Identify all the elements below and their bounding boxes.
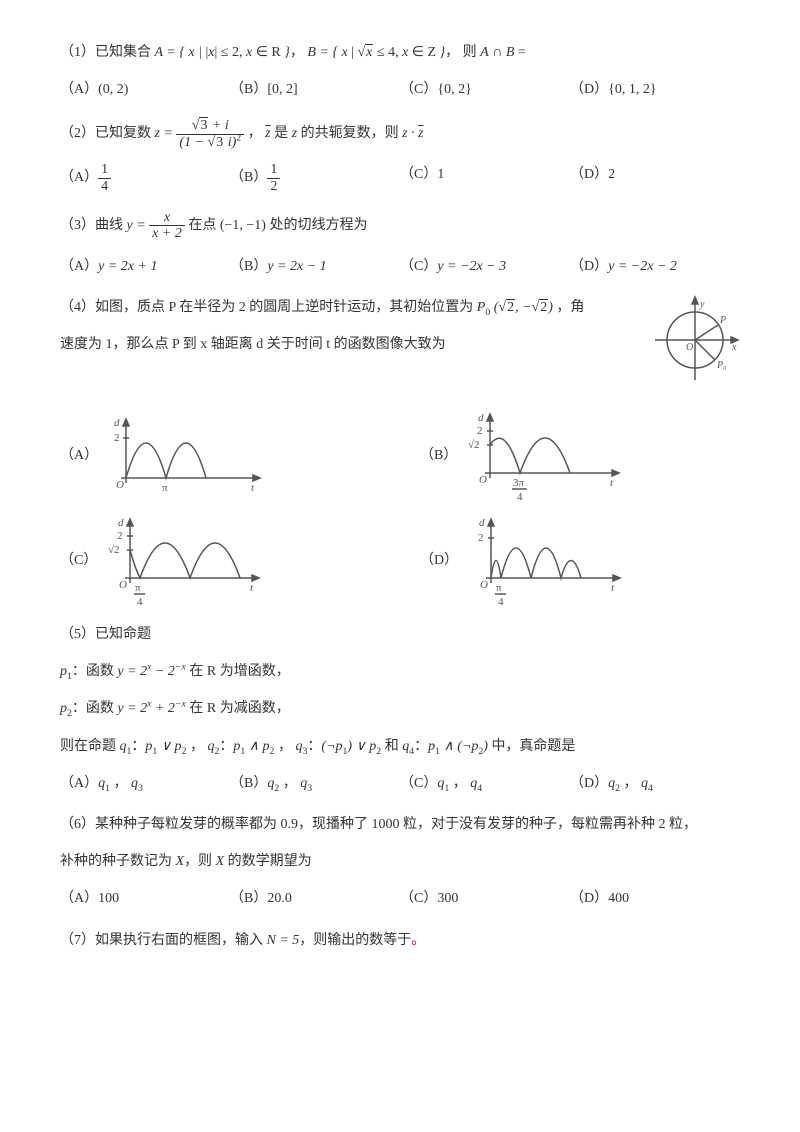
question-6-line1: （6）某种种子每粒发芽的概率都为 0.9，现播种了 1000 粒，对于没有发芽的… (60, 812, 740, 837)
svg-text:P₀: P₀ (716, 360, 727, 371)
svg-text:d: d (479, 517, 485, 529)
q4-graph-C: （C） √2 2 d O π 4 t (60, 513, 380, 608)
q2-option-A: （A）14 (60, 162, 230, 194)
question-3: （3）曲线 y = xx + 2 在点 (−1, −1) 处的切线方程为 (60, 210, 740, 242)
q5-option-C: （C）q1 ， q4 (400, 771, 570, 796)
q3-options: （A）y = 2x + 1 （B）y = 2x − 1 （C）y = −2x −… (60, 254, 740, 279)
svg-text:4: 4 (137, 596, 143, 608)
q3-suffix: 在点 (−1, −1) 处的切线方程为 (188, 218, 367, 233)
q2-option-B: （B）12 (230, 162, 400, 194)
q4-graph-D: （D） 2 d O π 4 t (420, 513, 740, 608)
svg-text:t: t (250, 582, 254, 594)
question-1: （1）已知集合 A = { x | |x| ≤ 2, x ∈ R }， B = … (60, 40, 740, 65)
graph-A-icon: 2 d O π t (106, 413, 266, 498)
question-7: （7）如果执行右面的框图，输入 N = 5，则输出的数等于。 (60, 928, 740, 953)
q4-graph-A: （A） 2 d O π t (60, 408, 380, 503)
q1-option-B: （B）[0, 2] (230, 77, 400, 102)
svg-text:t: t (251, 482, 255, 494)
q5-option-A: （A）q1 ， q3 (60, 771, 230, 796)
q3-y-def: y = xx + 2 (127, 218, 189, 233)
svg-text:O: O (119, 579, 127, 591)
svg-text:π: π (162, 482, 168, 494)
q1-option-C: （C）{0, 2} (400, 77, 570, 102)
q3-text: （3）曲线 (60, 218, 127, 233)
svg-text:d: d (118, 517, 124, 529)
q5-option-D: （D）q2 ， q4 (570, 771, 740, 796)
q6-option-A: （A）100 (60, 886, 230, 911)
svg-text:π: π (135, 582, 141, 594)
q6-option-B: （B）20.0 (230, 886, 400, 911)
q2-z-def: z = √3 + i (1 − √3 i)2 (155, 126, 248, 141)
svg-text:π: π (496, 582, 502, 594)
svg-text:O: O (116, 479, 124, 491)
q6-option-C: （C）300 (400, 886, 570, 911)
svg-text:4: 4 (517, 491, 523, 503)
question-2: （2）已知复数 z = √3 + i (1 − √3 i)2 ， z 是 z 的… (60, 118, 740, 150)
q1-text: （1）已知集合 (60, 45, 155, 60)
q4-B-label: （B） (420, 443, 457, 468)
q2-option-D: （D）2 (570, 162, 740, 194)
q1-option-D: （D）{0, 1, 2} (570, 77, 740, 102)
q4-C-label: （C） (60, 548, 97, 573)
svg-text:O: O (480, 579, 488, 591)
q5-options: （A）q1 ， q3 （B）q2 ， q3 （C）q1 ， q4 （D）q2 ，… (60, 771, 740, 796)
circle-icon: y x P P₀ O (650, 295, 740, 385)
q4-line2: 速度为 1，那么点 P 到 x 轴距离 d 关于时间 t 的函数图像大致为 (60, 332, 740, 357)
q5-p2: p2：函数 y = 2x + 2−x 在 R 为减函数， (60, 696, 740, 721)
q1-options: （A）(0, 2) （B）[0, 2] （C）{0, 2} （D）{0, 1, … (60, 77, 740, 102)
q4-graphs: （A） 2 d O π t （B） √2 2 (60, 408, 740, 608)
svg-text:d: d (478, 412, 484, 424)
q2-options: （A）14 （B）12 （C）1 （D）2 (60, 162, 740, 194)
svg-text:2: 2 (477, 425, 483, 437)
svg-text:√2: √2 (468, 439, 480, 451)
q4-graph-B: （B） √2 2 d O 3π 4 t (420, 408, 740, 503)
svg-text:x: x (731, 342, 737, 353)
svg-text:√2: √2 (108, 544, 120, 556)
q3-option-B: （B）y = 2x − 1 (230, 254, 400, 279)
svg-text:2: 2 (117, 530, 123, 542)
q4-circle-diagram: y x P P₀ O (650, 295, 740, 394)
q1-option-A: （A）(0, 2) (60, 77, 230, 102)
svg-text:3π: 3π (513, 477, 525, 489)
q4-D-label: （D） (420, 548, 458, 573)
svg-text:t: t (611, 582, 615, 594)
graph-B-icon: √2 2 d O 3π 4 t (465, 408, 625, 503)
question-6-line2: 补种的种子数记为 X，则 X 的数学期望为 (60, 849, 740, 874)
question-4: y x P P₀ O （4）如图，质点 P 在半径为 2 的圆周上逆时针运动，其… (60, 295, 740, 608)
svg-text:2: 2 (478, 532, 484, 544)
q6-options: （A）100 （B）20.0 （C）300 （D）400 (60, 886, 740, 911)
svg-text:t: t (610, 477, 614, 489)
q6-option-D: （D）400 (570, 886, 740, 911)
q3-option-C: （C）y = −2x − 3 (400, 254, 570, 279)
q3-option-D: （D）y = −2x − 2 (570, 254, 740, 279)
svg-text:d: d (114, 417, 120, 429)
svg-text:4: 4 (498, 596, 504, 608)
q5-option-B: （B）q2 ， q3 (230, 771, 400, 796)
svg-text:P: P (719, 315, 726, 326)
graph-D-icon: 2 d O π 4 t (466, 513, 626, 608)
svg-text:y: y (699, 299, 705, 310)
question-5: （5）已知命题 (60, 622, 740, 647)
svg-text:2: 2 (114, 432, 120, 444)
q4-A-label: （A） (60, 443, 98, 468)
q1-setA: A = { x | |x| ≤ 2, x ∈ R } (155, 45, 290, 60)
svg-text:O: O (479, 474, 487, 486)
q1-stem: （1）已知集合 A = { x | |x| ≤ 2, x ∈ R }， B = … (60, 44, 526, 60)
q3-option-A: （A）y = 2x + 1 (60, 254, 230, 279)
graph-C-icon: √2 2 d O π 4 t (105, 513, 265, 608)
q5-stem2: 则在命题 q1：p1 ∨ p2 ， q2：p1 ∧ p2 ， q3：(¬p1) … (60, 734, 740, 759)
q5-p1: p1：函数 y = 2x − 2−x 在 R 为增函数， (60, 659, 740, 684)
q1-setB: B = { x | √x ≤ 4, x ∈ Z } (307, 44, 445, 60)
svg-text:O: O (686, 342, 693, 353)
q2-option-C: （C）1 (400, 162, 570, 194)
q4-line1: （4）如图，质点 P 在半径为 2 的圆周上逆时针运动，其初始位置为 P0 (√… (60, 295, 740, 320)
q2-text: （2）已知复数 (60, 126, 155, 141)
